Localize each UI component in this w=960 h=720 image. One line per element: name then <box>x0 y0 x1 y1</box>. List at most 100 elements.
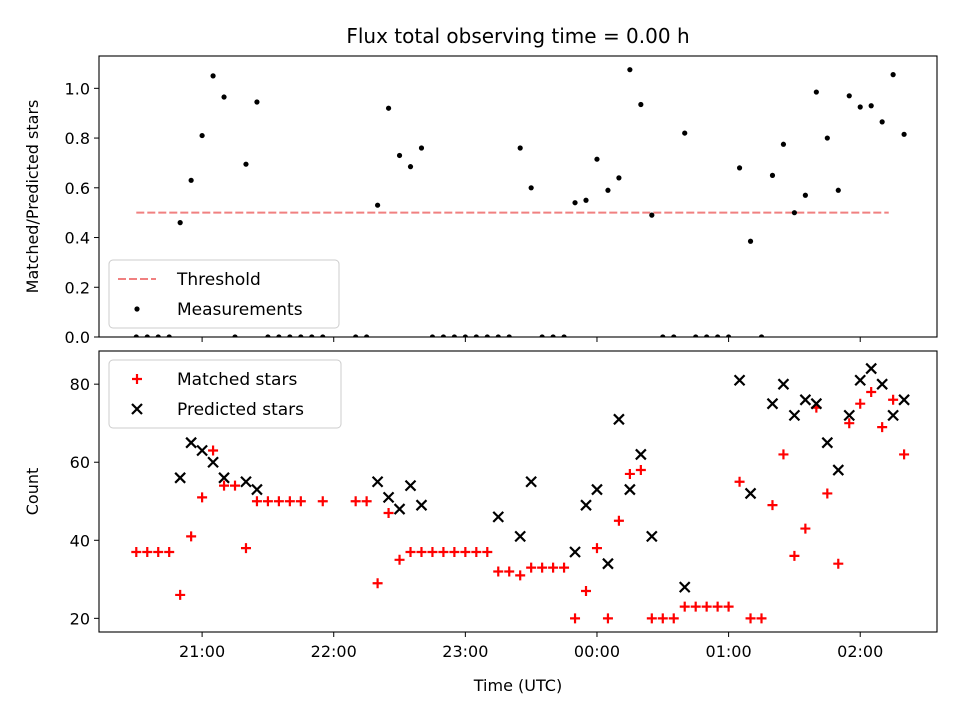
measurement-point <box>243 161 249 167</box>
measurement-point <box>616 175 622 181</box>
matched-point <box>186 531 197 542</box>
matched-point <box>888 394 899 405</box>
matched-point <box>613 515 624 526</box>
matched-point <box>471 546 482 557</box>
panel-2: 20 40 60 80 21:00 22:00 23:00 00:00 01:00 02:00 Co… <box>23 350 938 695</box>
measurement-point <box>704 334 710 337</box>
measurement-point <box>791 210 798 216</box>
matched-point <box>526 562 537 573</box>
matched-point <box>570 613 581 624</box>
measurement-point <box>484 334 490 337</box>
predicted-point <box>777 378 790 390</box>
measurement-point <box>605 187 611 193</box>
measurement-point <box>824 135 830 141</box>
measurement-point <box>320 334 326 337</box>
measurement-point <box>769 172 776 178</box>
measurement-point <box>440 334 447 337</box>
measurement-point <box>396 152 403 159</box>
measurement-point <box>364 334 370 337</box>
matched-point <box>504 566 515 577</box>
measurement-point <box>747 238 754 244</box>
measurement-point <box>550 334 556 337</box>
measurement-point <box>725 334 732 337</box>
matched-point <box>273 496 284 507</box>
legend-label: Threshold <box>176 270 261 290</box>
matched-point <box>899 449 910 460</box>
measurement-point <box>385 105 392 111</box>
measurement-point <box>375 202 381 208</box>
x-axis-label: Time (UTC) <box>473 676 562 695</box>
predicted-point <box>832 464 845 476</box>
predicted-point <box>843 409 856 422</box>
x-tick-label: 21:00 <box>179 642 225 661</box>
measurement-point <box>177 220 183 226</box>
predicted-point <box>415 499 428 511</box>
measurement-point <box>594 156 600 162</box>
predicted-point <box>569 546 581 558</box>
matched-point <box>679 601 690 612</box>
measurement-point <box>254 99 260 105</box>
legend: Matched stars Predicted stars <box>108 359 342 429</box>
measurement-point <box>901 131 907 137</box>
predicted-point <box>404 479 417 492</box>
y-tick-label: 40 <box>70 531 90 550</box>
y-tick-label: 0.8 <box>65 129 90 148</box>
predicted-point <box>821 436 834 449</box>
measurement-point <box>583 197 589 203</box>
matched-point <box>723 601 734 612</box>
y-tick-label: 0.4 <box>65 229 90 248</box>
matched-point <box>240 543 251 554</box>
predicted-point <box>678 581 691 593</box>
matched-point <box>208 445 219 456</box>
measurement-point <box>780 141 787 147</box>
legend-marker <box>132 374 142 384</box>
measurement-point <box>429 334 436 337</box>
plot-area <box>131 362 910 624</box>
x-tick-label: 22:00 <box>311 642 357 661</box>
matched-point <box>855 398 866 409</box>
y-tick-label: 0.6 <box>65 179 90 198</box>
predicted-point <box>635 448 647 461</box>
predicted-point <box>854 374 866 387</box>
series-1 <box>133 67 907 337</box>
matched-point <box>668 613 679 624</box>
measurement-point <box>495 334 501 337</box>
matched-point <box>372 578 383 589</box>
measurement-point <box>462 334 468 337</box>
predicted-point <box>810 397 823 410</box>
matched-point <box>449 546 460 557</box>
measurement-point <box>407 164 414 170</box>
matched-point <box>405 546 416 557</box>
predicted-point <box>865 362 877 375</box>
measurement-point <box>649 212 655 218</box>
measurement-point <box>715 334 721 337</box>
plot-area <box>133 67 907 337</box>
measurement-point <box>682 130 688 136</box>
measurement-point <box>506 334 512 337</box>
matched-point <box>844 418 855 429</box>
matched-point <box>756 613 767 624</box>
matched-point <box>361 496 372 507</box>
y-tick-label: 0.2 <box>65 278 90 297</box>
series-2 <box>174 362 910 593</box>
matched-point <box>383 507 394 518</box>
measurement-point <box>418 145 425 151</box>
y-axis-label: Count <box>23 468 42 516</box>
measurement-point <box>287 334 293 337</box>
axes-frame <box>98 350 938 633</box>
measurement-point <box>155 334 161 337</box>
x-tick-label: 02:00 <box>837 642 883 661</box>
legend-marker <box>131 403 143 415</box>
measurement-point <box>879 119 885 125</box>
measurement-point <box>693 334 699 337</box>
measurement-point <box>868 103 874 109</box>
measurement-point <box>813 89 819 95</box>
matched-point <box>822 488 833 499</box>
measurement-point <box>276 334 282 337</box>
matched-point <box>416 546 427 557</box>
y-tick-label: 60 <box>70 453 90 472</box>
matched-point <box>537 562 548 573</box>
matched-point <box>800 523 811 534</box>
predicted-point <box>876 378 888 390</box>
